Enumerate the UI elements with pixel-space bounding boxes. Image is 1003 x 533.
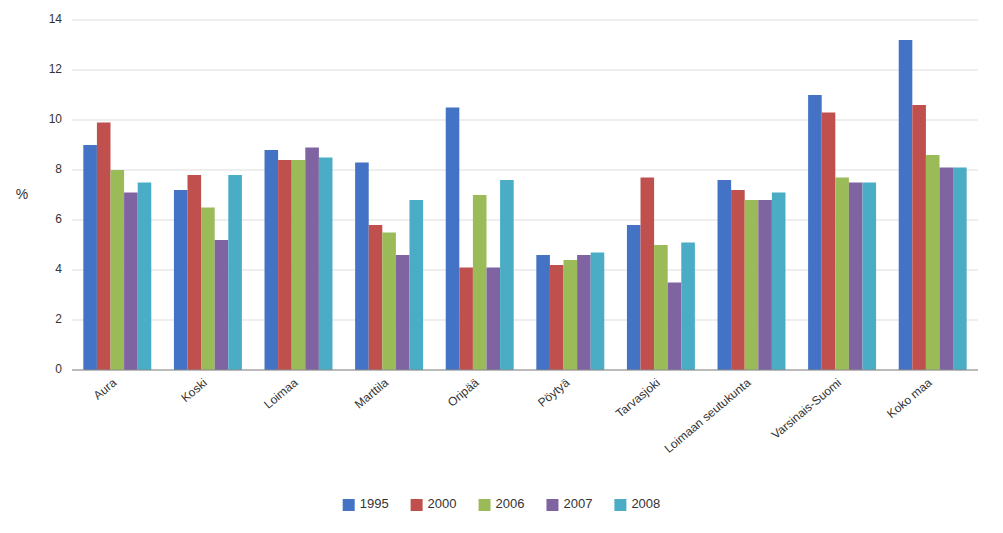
- bar: [215, 240, 229, 370]
- x-tick-label: Koski: [178, 376, 209, 406]
- bar: [292, 160, 306, 370]
- legend-label: 2006: [496, 496, 525, 511]
- bar: [97, 123, 111, 371]
- x-tick-label: Koko maa: [884, 375, 935, 421]
- bar: [409, 200, 423, 370]
- bar: [822, 113, 836, 371]
- y-tick-label: 0: [55, 362, 62, 376]
- bar: [83, 145, 97, 370]
- grid-line: [72, 370, 978, 371]
- bar: [849, 183, 863, 371]
- legend: 1995 2000 2006 2007 2008: [343, 496, 661, 511]
- bar: [862, 183, 876, 371]
- bar: [201, 208, 215, 371]
- bar: [745, 200, 759, 370]
- y-tick-label: 14: [49, 12, 63, 26]
- x-tick-label: Loimaa: [261, 375, 300, 411]
- x-axis: Aura Koski Loimaa Marttila Oripää Pöytyä Tarva…: [91, 375, 935, 455]
- bar: [305, 148, 319, 371]
- x-tick-label: Marttila: [352, 375, 391, 411]
- legend-label: 2000: [428, 496, 457, 511]
- legend-item: 2006: [479, 496, 525, 511]
- grid: [72, 20, 978, 370]
- bar: [500, 180, 514, 370]
- y-tick-label: 10: [49, 112, 63, 126]
- chart: 0 2 4 6 8 10 12 14% Aura Koski Loimaa Marttila Oripä…: [0, 0, 1003, 533]
- bar: [899, 40, 913, 370]
- bar: [319, 158, 333, 371]
- x-tick-label: Varsinais-Suomi: [769, 376, 844, 442]
- legend-item: 2007: [546, 496, 592, 511]
- bar: [369, 225, 383, 370]
- y-axis-label: %: [16, 186, 28, 202]
- y-axis: 0 2 4 6 8 10 12 14: [49, 12, 63, 376]
- bars: [83, 40, 966, 370]
- grid-line: [72, 70, 978, 71]
- x-tick-label: Tarvasjoki: [613, 376, 663, 421]
- bar: [718, 180, 732, 370]
- bar: [278, 160, 292, 370]
- bar: [536, 255, 550, 370]
- legend-label: 1995: [360, 496, 389, 511]
- bar: [111, 170, 125, 370]
- bar: [228, 175, 242, 370]
- bar: [138, 183, 152, 371]
- bar: [564, 260, 578, 370]
- y-tick-label: 4: [55, 262, 62, 276]
- x-tick-label: Loimaan seutukunta: [662, 375, 754, 455]
- bar: [591, 253, 605, 371]
- legend-swatch: [614, 499, 626, 511]
- bar: [550, 265, 564, 370]
- bar: [174, 190, 188, 370]
- legend-label: 2007: [563, 496, 592, 511]
- legend-item: 2008: [614, 496, 660, 511]
- grid-line: [72, 170, 978, 171]
- bar: [265, 150, 279, 370]
- bar: [953, 168, 967, 371]
- x-tick-label: Oripää: [445, 375, 482, 409]
- bar: [731, 190, 745, 370]
- bar: [124, 193, 138, 371]
- bar: [668, 283, 682, 371]
- bar: [446, 108, 460, 371]
- y-tick-label: 2: [55, 312, 62, 326]
- legend-swatch: [411, 499, 423, 511]
- bar: [641, 178, 655, 371]
- x-tick-label: Pöytyä: [535, 375, 572, 410]
- legend-swatch: [479, 499, 491, 511]
- bar: [459, 268, 473, 371]
- bar: [926, 155, 940, 370]
- x-axis-line: [72, 370, 978, 371]
- x-tick-label: Aura: [91, 375, 120, 402]
- legend-label: 2008: [631, 496, 660, 511]
- bar: [681, 243, 695, 371]
- legend-item: 1995: [343, 496, 389, 511]
- y-tick-label: 6: [55, 212, 62, 226]
- grid-line: [72, 20, 978, 21]
- bar: [912, 105, 926, 370]
- legend-swatch: [343, 499, 355, 511]
- legend-item: 2000: [411, 496, 457, 511]
- bar: [939, 168, 953, 371]
- bar: [473, 195, 487, 370]
- bar: [486, 268, 500, 371]
- bar: [808, 95, 822, 370]
- bar: [835, 178, 849, 371]
- bar: [188, 175, 202, 370]
- y-tick-label: 8: [55, 162, 62, 176]
- bar: [654, 245, 668, 370]
- legend-swatch: [546, 499, 558, 511]
- bar: [382, 233, 396, 371]
- bar: [758, 200, 772, 370]
- y-tick-label: 12: [49, 62, 63, 76]
- bar: [396, 255, 410, 370]
- bar: [627, 225, 641, 370]
- bar: [577, 255, 591, 370]
- bar: [772, 193, 786, 371]
- bar: [355, 163, 369, 371]
- grid-line: [72, 120, 978, 121]
